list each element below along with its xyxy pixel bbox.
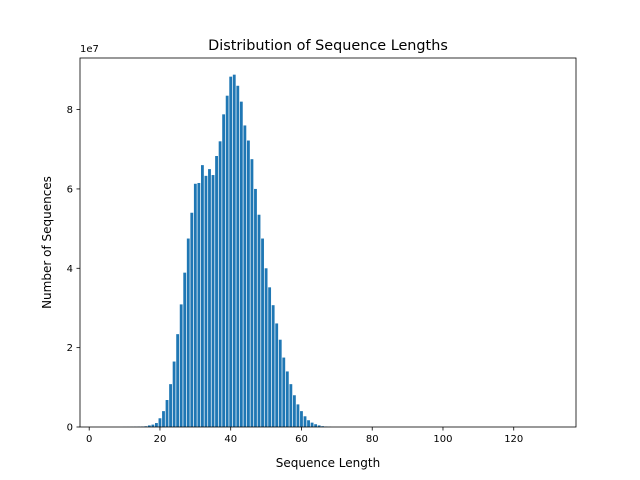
histogram-bar <box>317 425 321 427</box>
histogram-bar <box>310 422 314 427</box>
histogram-bar <box>179 304 183 427</box>
histogram-bar <box>155 423 158 427</box>
y-axis-label: Number of Sequences <box>40 176 54 309</box>
histogram-bar <box>208 169 211 427</box>
x-tick-label: 100 <box>433 434 452 445</box>
histogram-bar <box>218 141 222 428</box>
histogram-bar <box>289 384 293 427</box>
histogram-bar <box>158 418 162 427</box>
histogram-bar <box>243 125 247 428</box>
histogram-bar <box>162 411 165 427</box>
y-axis-ticks: 0 2 4 6 8 <box>67 105 80 434</box>
histogram-bar <box>197 182 201 427</box>
plot-frame <box>79 57 577 428</box>
y-tick-label: 4 <box>67 264 73 275</box>
y-tick-label: 8 <box>67 105 73 116</box>
histogram-bar <box>172 361 176 427</box>
histogram-bar <box>254 188 257 427</box>
histogram-bar <box>296 404 300 427</box>
histogram-bar <box>246 140 250 427</box>
y-tick-label: 0 <box>67 423 73 434</box>
y-tick-label: 6 <box>67 184 73 195</box>
histogram-bar <box>271 305 275 427</box>
x-tick-label: 60 <box>295 434 308 445</box>
histogram-bar <box>232 74 236 427</box>
bars-group <box>123 74 332 428</box>
histogram-bar <box>250 159 254 427</box>
x-tick-label: 0 <box>86 434 92 445</box>
histogram-bar <box>215 156 218 427</box>
y-axis-multiplier: 1e7 <box>80 44 99 55</box>
x-axis-label: Sequence Length <box>276 456 380 470</box>
histogram-bar <box>303 416 307 427</box>
histogram-bar <box>307 420 310 427</box>
histogram-bar <box>169 384 172 427</box>
x-tick-label: 40 <box>224 434 237 445</box>
chart-title: Distribution of Sequence Lengths <box>208 38 448 54</box>
histogram-bar <box>264 268 268 427</box>
histogram-bar <box>204 175 208 427</box>
x-tick-label: 20 <box>154 434 167 445</box>
x-axis-ticks: 0 20 40 60 80 100 120 <box>86 427 523 445</box>
histogram-bar <box>314 424 318 427</box>
histogram-bar <box>225 95 229 428</box>
histogram-bar <box>147 425 151 427</box>
histogram-bar <box>211 175 215 427</box>
histogram-bar <box>165 400 169 427</box>
histogram-bar <box>257 214 261 427</box>
histogram-bar <box>282 357 286 427</box>
x-tick-label: 120 <box>504 434 523 445</box>
histogram-bar <box>183 272 187 427</box>
histogram-bar <box>278 339 282 427</box>
histogram-bar <box>222 114 226 428</box>
histogram-bar <box>229 76 233 428</box>
x-tick-label: 80 <box>366 434 379 445</box>
histogram-bar <box>151 424 155 427</box>
histogram-bar <box>268 287 272 427</box>
histogram-bar <box>193 183 197 427</box>
histogram-bar <box>239 101 243 427</box>
histogram-bar <box>236 85 240 427</box>
histogram-bar <box>275 323 279 427</box>
histogram-bar <box>292 395 296 427</box>
histogram-bar <box>190 212 194 427</box>
y-tick-label: 2 <box>67 343 73 354</box>
histogram-bar <box>200 165 204 427</box>
histogram-bar <box>186 238 190 427</box>
histogram-bar <box>261 238 264 427</box>
histogram-bar <box>285 371 289 427</box>
histogram-bar <box>300 411 303 427</box>
histogram-bar <box>176 334 180 427</box>
